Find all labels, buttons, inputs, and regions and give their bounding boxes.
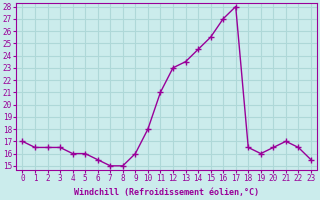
X-axis label: Windchill (Refroidissement éolien,°C): Windchill (Refroidissement éolien,°C) (74, 188, 259, 197)
